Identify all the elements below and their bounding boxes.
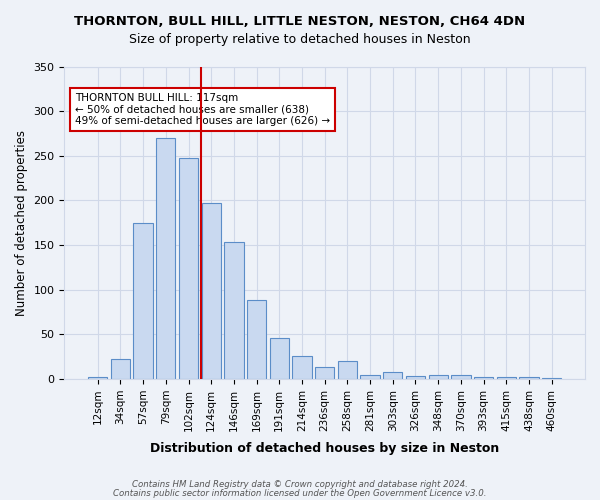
Bar xyxy=(179,158,198,379)
Bar xyxy=(269,338,289,379)
Text: Contains HM Land Registry data © Crown copyright and database right 2024.: Contains HM Land Registry data © Crown c… xyxy=(132,480,468,489)
Bar xyxy=(406,376,425,379)
Bar xyxy=(247,300,266,379)
Bar xyxy=(474,378,493,379)
Text: Contains public sector information licensed under the Open Government Licence v3: Contains public sector information licen… xyxy=(113,489,487,498)
Bar xyxy=(292,356,311,379)
Bar xyxy=(520,378,539,379)
Text: Size of property relative to detached houses in Neston: Size of property relative to detached ho… xyxy=(129,32,471,46)
Text: THORNTON BULL HILL: 117sqm
← 50% of detached houses are smaller (638)
49% of sem: THORNTON BULL HILL: 117sqm ← 50% of deta… xyxy=(75,93,330,126)
Text: THORNTON, BULL HILL, LITTLE NESTON, NESTON, CH64 4DN: THORNTON, BULL HILL, LITTLE NESTON, NEST… xyxy=(74,15,526,28)
Bar xyxy=(111,358,130,379)
Bar xyxy=(315,368,334,379)
Bar xyxy=(542,378,562,379)
Bar xyxy=(338,361,357,379)
Bar xyxy=(428,374,448,379)
Bar xyxy=(361,374,380,379)
Bar xyxy=(451,374,470,379)
Y-axis label: Number of detached properties: Number of detached properties xyxy=(15,130,28,316)
Bar xyxy=(133,223,153,379)
Bar xyxy=(88,378,107,379)
Bar xyxy=(383,372,403,379)
Bar xyxy=(156,138,175,379)
X-axis label: Distribution of detached houses by size in Neston: Distribution of detached houses by size … xyxy=(150,442,499,455)
Bar xyxy=(224,242,244,379)
Bar xyxy=(202,203,221,379)
Bar xyxy=(497,378,516,379)
